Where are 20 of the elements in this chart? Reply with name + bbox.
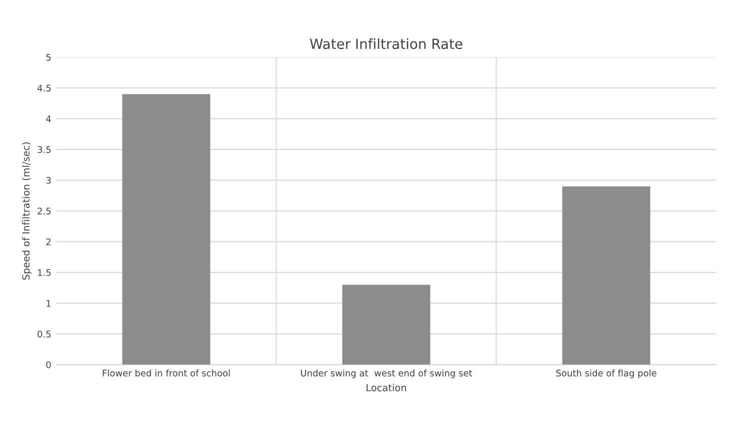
y-tick-label: 2.5: [38, 208, 51, 214]
bar: [342, 284, 430, 365]
chart-title: Water Infiltration Rate: [310, 38, 462, 50]
y-tick-label: 5: [46, 54, 51, 61]
y-axis-title: Speed of Infiltration (ml/sec): [22, 142, 32, 280]
x-tick-label: Flower bed in front of school: [102, 370, 230, 376]
y-tick-label: 3.5: [38, 146, 51, 154]
y-tick-label: 4: [46, 116, 51, 122]
y-tick-label: 1: [46, 300, 51, 307]
x-axis-title: Location: [366, 384, 406, 392]
bar: [122, 94, 210, 365]
y-tick-label: 2: [46, 238, 50, 246]
y-tick-label: 0.5: [38, 330, 51, 338]
bar: [562, 186, 650, 365]
y-tick-label: 0: [46, 361, 51, 368]
x-tick-label: South side of flag pole: [556, 370, 656, 378]
y-tick-label: 3: [46, 176, 51, 184]
y-tick-label: 4.5: [37, 84, 51, 92]
x-tick-label: Under swing at west end of swing set: [300, 370, 472, 378]
y-tick-label: 1.5: [38, 269, 51, 276]
